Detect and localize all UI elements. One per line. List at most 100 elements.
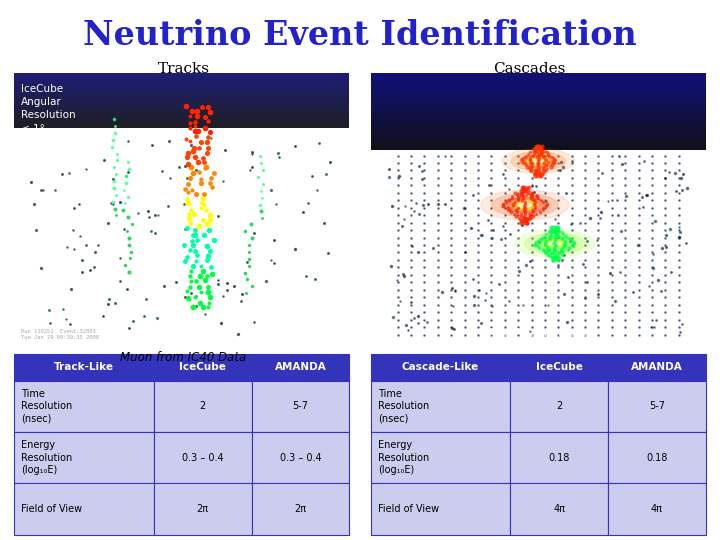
Point — [539, 315, 551, 324]
Point — [633, 293, 644, 301]
Point — [524, 156, 536, 165]
Point — [502, 204, 513, 212]
Point — [559, 239, 571, 247]
Point — [521, 219, 533, 227]
Point — [56, 169, 68, 178]
Point — [673, 308, 685, 316]
Point — [546, 160, 558, 169]
Point — [647, 278, 658, 287]
Bar — [14, 93, 349, 94]
Point — [432, 204, 444, 212]
Point — [584, 213, 595, 222]
Point — [459, 233, 470, 242]
Point — [546, 225, 557, 233]
Point — [555, 245, 567, 254]
Point — [190, 257, 202, 266]
Point — [392, 323, 403, 332]
Point — [392, 263, 403, 272]
Point — [647, 196, 658, 205]
Point — [123, 233, 135, 242]
Point — [206, 269, 217, 278]
Point — [98, 312, 109, 320]
Bar — [371, 128, 706, 129]
Point — [537, 206, 549, 214]
Bar — [14, 104, 349, 105]
Point — [246, 234, 258, 242]
Point — [619, 286, 631, 294]
Point — [432, 255, 444, 264]
Point — [526, 151, 537, 160]
Point — [132, 209, 143, 218]
Point — [499, 323, 510, 332]
Point — [633, 159, 644, 167]
Point — [529, 170, 541, 179]
Point — [548, 239, 559, 247]
Point — [436, 287, 448, 296]
Point — [633, 226, 644, 234]
Point — [523, 183, 535, 191]
Point — [593, 204, 604, 212]
Point — [472, 166, 484, 175]
Point — [513, 151, 524, 160]
Point — [399, 215, 410, 224]
Bar — [14, 108, 349, 109]
Point — [673, 263, 685, 272]
Point — [194, 167, 205, 176]
Point — [526, 263, 537, 272]
Point — [633, 173, 644, 182]
Point — [109, 204, 120, 213]
Point — [179, 240, 190, 249]
Point — [518, 185, 529, 193]
Point — [580, 263, 591, 272]
Point — [163, 136, 175, 145]
Point — [552, 286, 564, 294]
Point — [546, 249, 557, 258]
Bar — [371, 80, 706, 82]
Text: 5-7: 5-7 — [649, 401, 665, 411]
Point — [252, 173, 264, 181]
Point — [523, 188, 534, 197]
Point — [549, 156, 560, 165]
Point — [591, 235, 603, 244]
Text: 16 PeV ντ simulation: 16 PeV ντ simulation — [479, 327, 598, 338]
Point — [633, 323, 644, 332]
Point — [673, 166, 685, 175]
Point — [514, 215, 526, 224]
Point — [556, 251, 567, 259]
Point — [619, 151, 631, 160]
Point — [549, 254, 561, 263]
Point — [638, 157, 649, 165]
Point — [513, 226, 524, 234]
Point — [619, 159, 631, 167]
Ellipse shape — [515, 230, 595, 258]
Point — [459, 263, 470, 272]
Point — [197, 199, 208, 207]
Point — [550, 252, 562, 261]
Point — [560, 189, 572, 198]
Bar — [14, 111, 349, 112]
Point — [510, 188, 521, 197]
Point — [541, 247, 552, 256]
Point — [552, 204, 564, 212]
Bar — [371, 105, 706, 106]
Point — [73, 199, 85, 208]
Point — [432, 308, 444, 316]
Point — [208, 168, 220, 177]
Bar — [371, 73, 706, 75]
Point — [673, 248, 685, 257]
Point — [549, 233, 561, 242]
Point — [530, 168, 541, 177]
Point — [392, 159, 403, 167]
Point — [518, 206, 530, 214]
Point — [499, 286, 510, 294]
Point — [619, 293, 631, 301]
Point — [532, 162, 544, 171]
Point — [647, 255, 658, 264]
Point — [531, 142, 542, 151]
Point — [532, 159, 544, 168]
Point — [518, 183, 530, 191]
Point — [68, 204, 80, 213]
Bar — [14, 125, 349, 126]
Point — [525, 167, 536, 176]
Point — [432, 166, 444, 175]
